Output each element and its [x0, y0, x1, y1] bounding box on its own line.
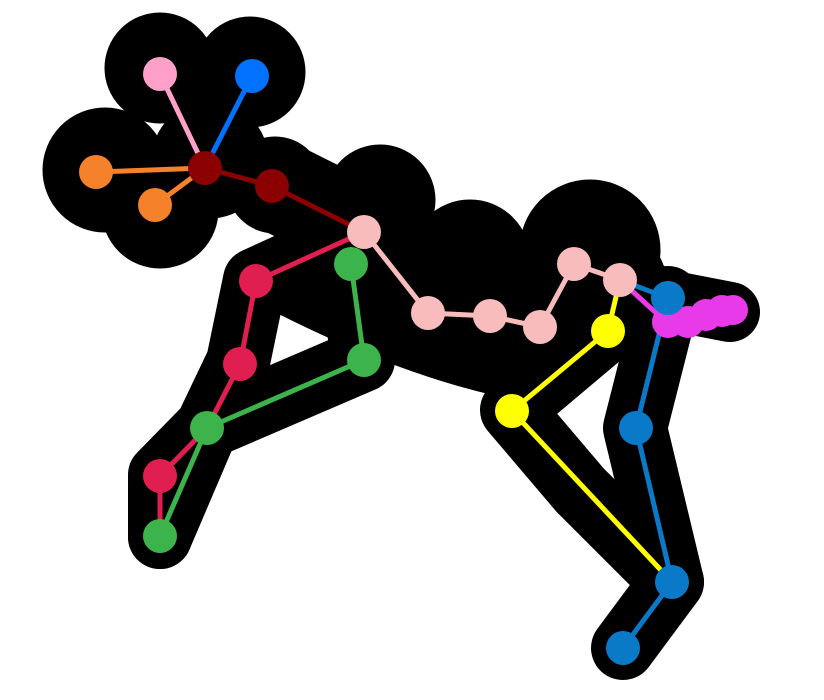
keypoint-back-2	[473, 299, 507, 333]
keypoint-right-ear	[235, 59, 269, 93]
keypoint-br-hock	[655, 565, 689, 599]
keypoint-hip	[557, 247, 591, 281]
keypoint-fr-elbow	[347, 343, 381, 377]
keypoint-fr-knee	[190, 411, 224, 445]
keypoint-neck	[255, 169, 289, 203]
keypoint-back-3	[523, 310, 557, 344]
keypoint-muzzle-lower	[138, 188, 172, 222]
keypoint-bl-hock	[495, 394, 529, 428]
keypoint-fl-fetlock	[143, 459, 177, 493]
bone-right-ear	[202, 73, 255, 171]
keypoint-left-ear	[143, 57, 177, 91]
keypoint-fl-elbow	[239, 264, 273, 298]
keypoint-muzzle-upper	[79, 155, 113, 189]
skeleton-keypoints	[79, 57, 748, 665]
keypoint-fr-hoof	[143, 519, 177, 553]
bone-muzzle-upper	[93, 165, 208, 175]
keypoint-withers	[347, 215, 381, 249]
keypoint-br-hoof	[606, 631, 640, 665]
keypoint-fr-shoulder	[334, 247, 368, 281]
bone-left-ear	[157, 71, 208, 171]
keypoint-head	[188, 151, 222, 185]
keypoint-fl-knee	[223, 347, 257, 381]
bone-back-left-leg	[508, 277, 675, 585]
bone-neck	[269, 183, 367, 235]
keypoint-bl-thigh	[591, 314, 625, 348]
animal-silhouette	[42, 12, 760, 680]
keypoint-tail-5	[718, 295, 748, 325]
keypoint-br-stifle	[619, 411, 653, 445]
bone-front-right-leg	[157, 261, 367, 539]
keypoint-br-hip	[651, 281, 685, 315]
keypoint-back-1	[411, 296, 445, 330]
keypoint-tail-base	[603, 263, 637, 297]
